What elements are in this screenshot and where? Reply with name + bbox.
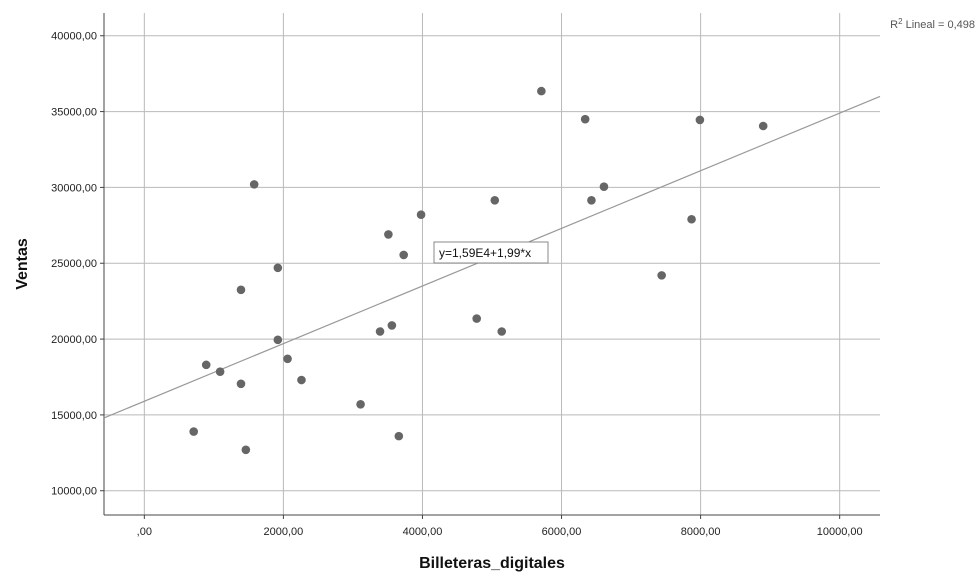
- data-point: [236, 285, 246, 295]
- data-point: [416, 210, 426, 220]
- data-point: [695, 115, 705, 125]
- x-tick-label: 2000,00: [264, 526, 304, 538]
- data-point: [497, 327, 507, 336]
- data-point: [587, 196, 596, 205]
- data-point: [283, 354, 292, 364]
- data-point: [384, 230, 393, 239]
- data-point: [297, 375, 306, 385]
- data-point: [387, 321, 397, 330]
- y-tick-label: 10000,00: [51, 486, 97, 498]
- data-point: [472, 314, 482, 323]
- fit-equation-box: [433, 241, 549, 264]
- x-tick-label: 4000,00: [403, 526, 443, 538]
- data-point: [356, 399, 365, 409]
- data-point: [657, 271, 666, 280]
- x-tick-label: ,00: [137, 526, 152, 538]
- data-point: [215, 367, 225, 376]
- y-tick-label: 25000,00: [51, 258, 97, 270]
- r2-superscript: 2: [898, 17, 903, 26]
- data-point: [490, 196, 500, 205]
- data-point: [201, 360, 211, 370]
- y-tick-label: 15000,00: [51, 410, 97, 422]
- fit-equation-label: y=1,59E4+1,99*x: [433, 241, 549, 264]
- data-point: [687, 214, 696, 224]
- data-point: [758, 121, 768, 131]
- data-point: [241, 445, 251, 455]
- y-tick-label: 20000,00: [51, 334, 97, 346]
- data-point: [375, 327, 385, 336]
- data-point: [599, 182, 609, 191]
- data-point: [273, 263, 283, 273]
- data-point: [399, 250, 408, 260]
- data-point: [236, 379, 246, 389]
- r2-suffix: Lineal = 0,498: [903, 19, 975, 31]
- y-tick-label: 35000,00: [51, 107, 97, 119]
- axes: [103, 13, 880, 516]
- x-tick-labels: ,00 2000,00 4000,00 6000,00 8000,00 10000,00: [137, 515, 863, 538]
- x-axis-title: Billeteras_digitales: [419, 555, 565, 572]
- r2-label: R2 Lineal = 0,498: [890, 17, 975, 32]
- data-point: [537, 86, 546, 96]
- fit-equation-text: y=1,59E4+1,99*x: [439, 246, 531, 260]
- y-axis-title: Ventas: [14, 238, 31, 290]
- data-points: [189, 86, 768, 455]
- y-tick-labels: 10000,00 15000,00 20000,00 25000,00 30000,00…: [51, 31, 104, 498]
- grid-lines: [104, 13, 880, 515]
- y-tick-label: 40000,00: [51, 31, 97, 43]
- data-point: [189, 427, 198, 436]
- r2-prefix: R: [890, 19, 898, 31]
- data-point: [249, 180, 259, 189]
- x-tick-label: 8000,00: [681, 526, 721, 538]
- y-tick-label: 30000,00: [51, 182, 97, 194]
- x-tick-label: 10000,00: [817, 526, 863, 538]
- x-tick-label: 6000,00: [542, 526, 582, 538]
- data-point: [273, 335, 283, 345]
- data-point: [394, 431, 404, 441]
- data-point: [580, 114, 590, 124]
